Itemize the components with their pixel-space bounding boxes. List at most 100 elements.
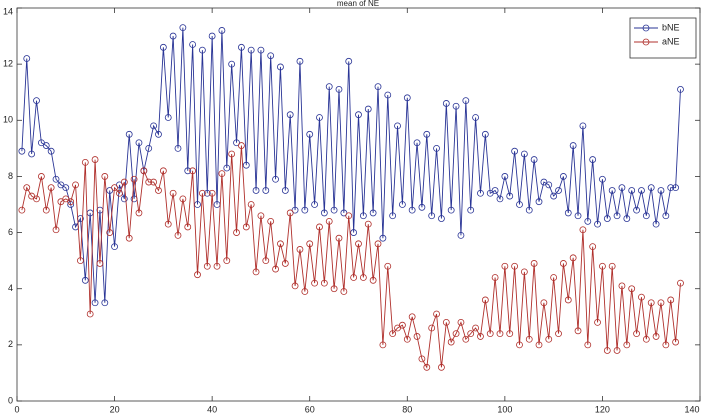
data-point (223, 257, 231, 265)
data-point (257, 212, 265, 220)
data-point (316, 223, 323, 231)
data-point (389, 330, 397, 338)
data-point (203, 189, 211, 197)
data-point (155, 130, 162, 138)
data-point (501, 173, 509, 180)
data-point (677, 86, 684, 93)
data-point (18, 147, 26, 155)
data-point (330, 206, 338, 214)
data-point (120, 195, 128, 203)
data-point (662, 341, 670, 349)
data-point (652, 333, 660, 340)
data-point (555, 330, 562, 338)
data-point (203, 262, 211, 270)
data-point (218, 27, 226, 34)
data-point (335, 234, 343, 242)
data-point (267, 52, 275, 60)
data-point (286, 209, 294, 217)
data-point (467, 206, 475, 214)
data-point (320, 209, 328, 217)
series-line (21, 27, 681, 303)
data-point (101, 299, 109, 307)
data-point (662, 212, 670, 220)
data-point (433, 144, 440, 152)
data-point (325, 217, 333, 225)
data-point (657, 299, 665, 307)
data-point (140, 167, 148, 175)
y-tick-label: 0 (8, 395, 13, 405)
data-point (472, 324, 479, 332)
data-point (91, 156, 99, 163)
legend-marker (642, 38, 650, 46)
data-point (555, 187, 562, 194)
y-tick-label: 4 (8, 283, 13, 293)
data-point (247, 46, 255, 54)
data-point (169, 189, 177, 197)
data-point (423, 130, 431, 138)
data-point (311, 279, 318, 287)
data-point (345, 212, 353, 220)
data-point (447, 206, 455, 214)
legend-label: aNE (662, 36, 680, 46)
data-point (252, 268, 260, 276)
data-point (535, 198, 543, 206)
data-point (340, 288, 348, 295)
legend-label: bNE (662, 22, 680, 32)
data-point (174, 231, 182, 239)
data-point (657, 187, 665, 194)
data-point (603, 347, 611, 354)
data-point (589, 243, 597, 251)
data-point (413, 139, 421, 147)
data-point (281, 260, 289, 267)
data-point (42, 206, 50, 214)
data-point (247, 201, 255, 208)
data-point (125, 234, 133, 242)
data-point (257, 46, 265, 54)
data-point (477, 189, 484, 197)
data-point (667, 296, 675, 304)
data-point (52, 226, 60, 234)
data-point (403, 94, 411, 102)
data-point (198, 46, 206, 54)
data-point (374, 240, 382, 248)
x-tick-label: 80 (402, 404, 412, 414)
data-point (452, 102, 460, 110)
plot-area (16, 7, 701, 402)
data-point (272, 175, 279, 183)
data-point (155, 187, 162, 194)
data-point (301, 288, 309, 295)
data-point (677, 279, 684, 287)
data-point (667, 184, 675, 192)
data-point (369, 209, 377, 217)
data-point (150, 122, 158, 130)
y-tick-label: 10 (3, 115, 13, 125)
data-point (296, 57, 304, 65)
data-point (379, 341, 387, 349)
series-line (21, 145, 681, 369)
data-point (486, 330, 494, 338)
data-point (96, 260, 104, 267)
data-point (599, 175, 606, 183)
data-point (23, 184, 31, 192)
data-point (238, 43, 245, 51)
data-point (350, 229, 358, 236)
data-point (86, 310, 94, 318)
data-point (520, 150, 528, 158)
x-tick-label: 20 (110, 404, 120, 414)
data-point (647, 299, 655, 307)
data-point (164, 220, 172, 228)
data-point (511, 262, 519, 270)
data-point (672, 338, 680, 346)
data-point (545, 335, 553, 343)
data-point (311, 201, 318, 208)
data-point (638, 187, 645, 194)
data-point (252, 187, 260, 194)
data-point (335, 86, 343, 93)
data-point (462, 97, 470, 105)
data-point (579, 226, 587, 234)
data-point (262, 257, 270, 265)
data-point (642, 335, 650, 343)
data-point (403, 335, 411, 343)
data-point (525, 335, 533, 343)
x-tick-label: 40 (207, 404, 217, 414)
